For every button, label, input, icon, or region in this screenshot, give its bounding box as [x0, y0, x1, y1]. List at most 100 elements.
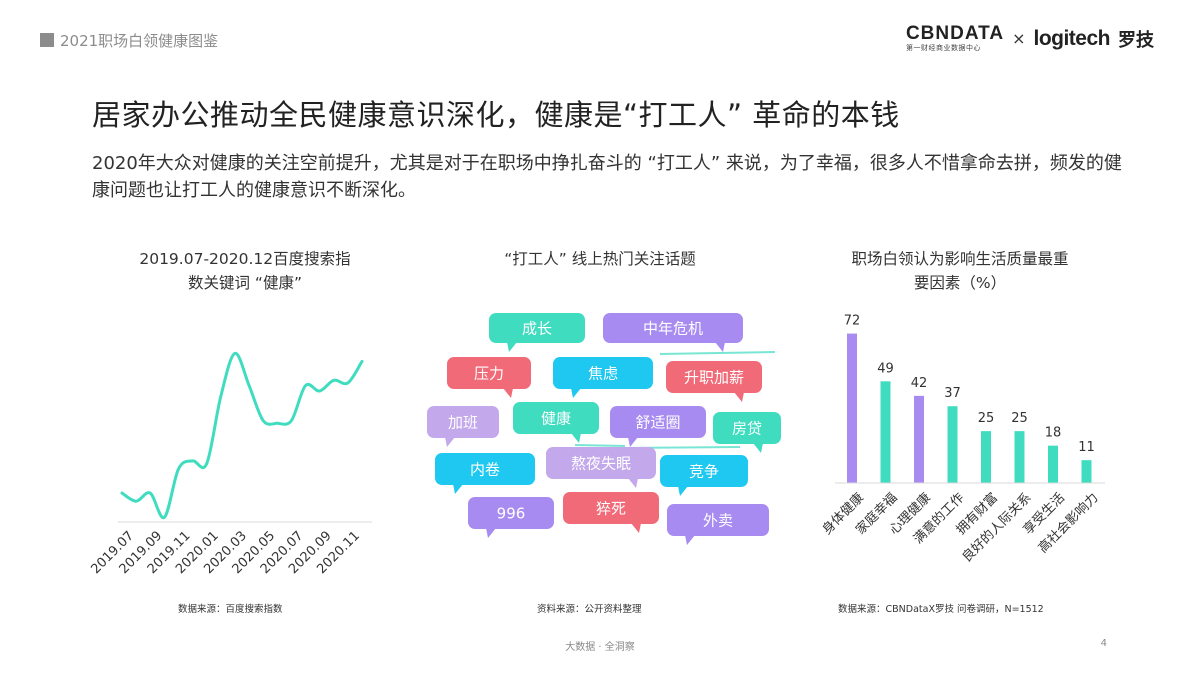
topic-bubble-bg: [666, 361, 762, 393]
topic-bubble-bg: [489, 313, 585, 343]
brand-logo: CBNDATA 第一财经商业数据中心 × logitech 罗技: [906, 24, 1154, 53]
topic-bubble-tail: [445, 437, 455, 447]
series-line-health: [120, 351, 364, 520]
bar-value-label: 49: [877, 361, 894, 376]
connector-line: [659, 351, 776, 355]
line-chart-title: 2019.07-2020.12百度搜索指 数关键词 “健康”: [100, 247, 390, 295]
topic-bubble-tail: [734, 392, 744, 402]
topic-bubble-tail: [571, 388, 581, 398]
topic-bubble-label: 内卷: [470, 461, 500, 479]
topic-bubble-tail: [507, 342, 517, 352]
topic-bubble: 竞争: [660, 455, 748, 496]
bar-value-label: 42: [911, 376, 928, 391]
bar: [1081, 460, 1092, 483]
topic-bubble-label: 996: [497, 505, 526, 523]
topic-bubble-tail: [628, 478, 638, 488]
topic-bubble-label: 压力: [474, 365, 504, 383]
topic-bubble: 996: [468, 497, 554, 538]
header-square-icon: [40, 33, 54, 47]
topic-bubble-label: 加班: [448, 414, 478, 432]
topic-bubble-bg: [563, 492, 659, 524]
topic-bubble: 健康: [513, 402, 599, 443]
report-title: 2021职场白领健康图鉴: [60, 32, 219, 50]
topic-bubble: 成长: [489, 313, 585, 352]
cbndata-logo-subtitle: 第一财经商业数据中心: [905, 44, 981, 52]
topic-bubble-bg: [610, 406, 706, 438]
topics-title: “打工人” 线上热门关注话题: [504, 250, 696, 268]
cbndata-logo: CBNDATA 第一财经商业数据中心: [906, 24, 1004, 53]
logitech-logo-cn: 罗技: [1118, 29, 1154, 51]
topic-bubble-label: 健康: [541, 410, 571, 428]
topic-bubble: 压力: [447, 357, 531, 398]
logitech-logo: logitech: [1033, 26, 1110, 50]
page-number: 4: [1100, 638, 1107, 649]
topic-bubble: 猝死: [563, 492, 659, 533]
topic-bubble-label: 竞争: [689, 463, 719, 481]
connector-line: [574, 444, 626, 447]
topic-bubble-tail: [685, 535, 695, 545]
bar: [880, 381, 891, 483]
bar-chart-title-line1: 职场白领认为影响生活质量最重: [851, 250, 1069, 268]
bar-chart-title: 职场白领认为影响生活质量最重 要因素（%）: [820, 247, 1100, 295]
bar-chart-source: 数据来源：CBNDataX罗技 问卷调研，N=1512: [838, 604, 1044, 615]
topic-bubble-label: 舒适圈: [635, 414, 680, 432]
topic-bubble-label: 房贷: [732, 420, 762, 438]
bar: [914, 395, 924, 483]
topic-bubble: 熬夜失眠: [546, 447, 656, 488]
topic-bubble: 内卷: [435, 453, 535, 494]
topic-bubble-bg: [660, 455, 748, 487]
footer-slogan: 大数据 · 全洞察: [565, 642, 635, 653]
topic-bubble-tail: [631, 523, 641, 533]
topic-bubble: 房贷: [713, 412, 781, 453]
intro-paragraph: 2020年大众对健康的关注空前提升，尤其是对于在职场中挣扎奋斗的 “打工人” 来…: [92, 153, 1122, 201]
topic-bubble: 加班: [427, 406, 499, 447]
topic-bubble-tail: [453, 484, 463, 494]
topic-bubble-label: 中年危机: [643, 320, 703, 338]
bar-value-label: 25: [978, 411, 995, 426]
bar-value-label: 37: [944, 386, 961, 401]
topic-bubble-bg: [553, 357, 653, 389]
logo-times-sign: ×: [1012, 29, 1026, 48]
cbndata-logo-text: CBNDATA: [905, 23, 1005, 44]
topic-bubble-tail: [503, 388, 513, 398]
bar-value-label: 25: [1011, 411, 1028, 426]
page-title: 居家办公推动全民健康意识深化，健康是“打工人” 革命的本钱: [92, 98, 900, 132]
bar-value-label: 18: [1045, 426, 1062, 441]
topic-bubble-bg: [667, 504, 769, 536]
topic-bubble-label: 猝死: [596, 500, 626, 518]
topic-bubble-label: 熬夜失眠: [571, 455, 631, 473]
topics-source: 资料来源：公开资料整理: [537, 604, 642, 615]
line-chart-title-line2: 数关键词 “健康”: [188, 274, 302, 292]
topic-bubble-label: 外卖: [703, 512, 733, 530]
bar: [847, 333, 857, 483]
topic-bubble-tail: [753, 443, 763, 453]
topic-bubble-tail: [486, 528, 496, 538]
bar: [981, 431, 991, 483]
bar: [1048, 445, 1058, 483]
topic-bubble-tail: [715, 342, 725, 352]
topic-bubble-bg: [435, 453, 535, 485]
bar-chart-title-line2: 要因素（%）: [913, 274, 1007, 292]
topic-bubble-bg: [468, 497, 554, 529]
topic-bubble-tail: [628, 437, 638, 447]
topic-bubble-bg: [713, 412, 781, 444]
topic-bubble-tail: [571, 433, 581, 443]
line-chart-source: 数据来源：百度搜索指数: [178, 604, 283, 615]
topic-bubble-bg: [513, 402, 599, 434]
topic-bubble: 舒适圈: [610, 406, 706, 447]
topic-bubble-bg: [603, 313, 743, 343]
topic-bubble-label: 焦虑: [588, 365, 618, 383]
bar-value-label: 72: [844, 314, 861, 329]
bar: [947, 406, 958, 483]
topic-bubble: 焦虑: [553, 357, 653, 398]
bar-value-label: 11: [1078, 440, 1095, 455]
topic-bubble: 外卖: [667, 504, 769, 545]
topic-bubble: 升职加薪: [666, 361, 762, 402]
line-chart-title-line1: 2019.07-2020.12百度搜索指: [139, 250, 351, 268]
topic-bubble: 中年危机: [603, 313, 743, 352]
topic-bubble-label: 成长: [522, 320, 552, 338]
bar: [1014, 431, 1025, 483]
